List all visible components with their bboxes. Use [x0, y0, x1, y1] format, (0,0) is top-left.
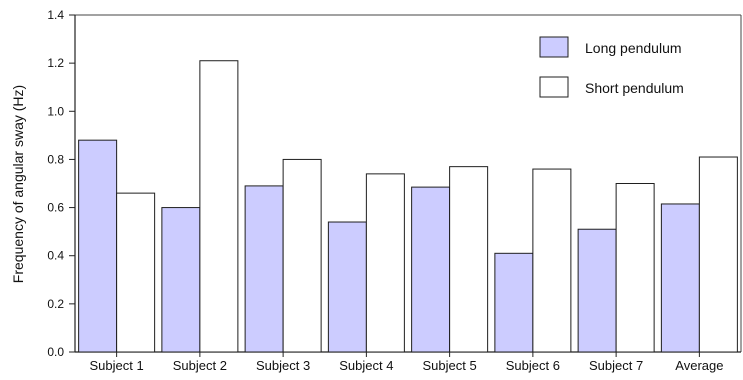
y-tick-label: 0.4 [47, 249, 64, 263]
x-tick-label: Subject 5 [423, 358, 477, 373]
bar-short-pendulum-6 [532, 168, 572, 353]
bar-short-pendulum-7 [615, 183, 655, 353]
bar-short-pendulum-3 [282, 158, 322, 353]
bar-long-pendulum-7 [577, 228, 617, 353]
y-tick-label: 0.2 [47, 297, 64, 311]
y-tick-label: 1.2 [47, 56, 64, 70]
y-tick-label: 0.0 [47, 345, 64, 359]
legend-label-short-pendulum: Short pendulum [585, 80, 684, 96]
legend-label-long-pendulum: Long pendulum [585, 40, 682, 56]
bar-short-pendulum-4 [365, 173, 405, 353]
x-tick-label: Subject 1 [90, 358, 144, 373]
bar-short-pendulum-2 [199, 60, 239, 353]
bar-short-pendulum-1 [116, 192, 156, 353]
legend-swatch-long-pendulum [539, 36, 569, 58]
x-tick-label: Subject 7 [589, 358, 643, 373]
x-axis-labels: Subject 1 Subject 2 Subject 3 Subject 4 Subj… [90, 352, 723, 373]
y-axis-label: Frequency of angular sway (Hz) [10, 85, 26, 283]
x-tick-label: Subject 2 [173, 358, 227, 373]
y-tick-label: 0.6 [47, 201, 64, 215]
y-tick-label: 0.8 [47, 152, 64, 166]
legend-swatch-short-pendulum [539, 76, 569, 98]
y-tick-label: 1.4 [47, 8, 64, 22]
x-tick-label: Subject 3 [256, 358, 310, 373]
x-tick-label: Subject 4 [339, 358, 393, 373]
y-tick-label: 1.0 [47, 104, 64, 118]
bar-short-pendulum-8 [698, 156, 738, 353]
bar-long-pendulum-2 [161, 207, 201, 353]
bar-long-pendulum-4 [327, 221, 367, 353]
x-tick-label: Average [675, 358, 723, 373]
legend: Long pendulum Short pendulum [539, 36, 684, 98]
bar-long-pendulum-3 [244, 185, 284, 353]
bar-long-pendulum-1 [78, 139, 118, 353]
bar-long-pendulum-6 [494, 252, 534, 353]
bar-short-pendulum-5 [449, 166, 489, 353]
bar-long-pendulum-5 [411, 186, 451, 353]
bars [78, 60, 738, 353]
y-axis-ticks: 0.0 0.2 0.4 0.6 0.8 1.0 1.2 1.4 [47, 8, 75, 359]
x-tick-label: Subject 6 [506, 358, 560, 373]
bar-long-pendulum-8 [660, 203, 700, 353]
